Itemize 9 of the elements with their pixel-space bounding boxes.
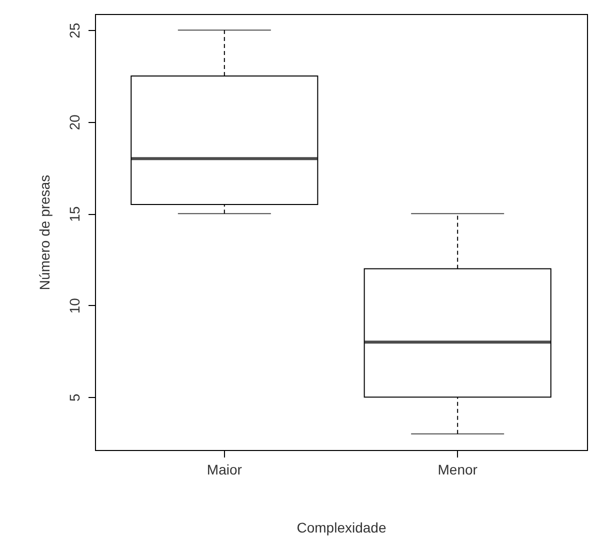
y-axis-title: Número de presas xyxy=(36,174,52,290)
y-tick-label: 25 xyxy=(66,22,82,38)
x-tick-label: Menor xyxy=(438,462,478,478)
x-axis-title: Complexidade xyxy=(296,520,386,536)
x-tick-label: Maior xyxy=(206,462,242,478)
y-tick-label: 15 xyxy=(66,206,82,222)
y-tick-label: 10 xyxy=(66,298,82,314)
y-tick-label: 20 xyxy=(66,114,82,130)
y-tick-label: 5 xyxy=(66,394,82,402)
